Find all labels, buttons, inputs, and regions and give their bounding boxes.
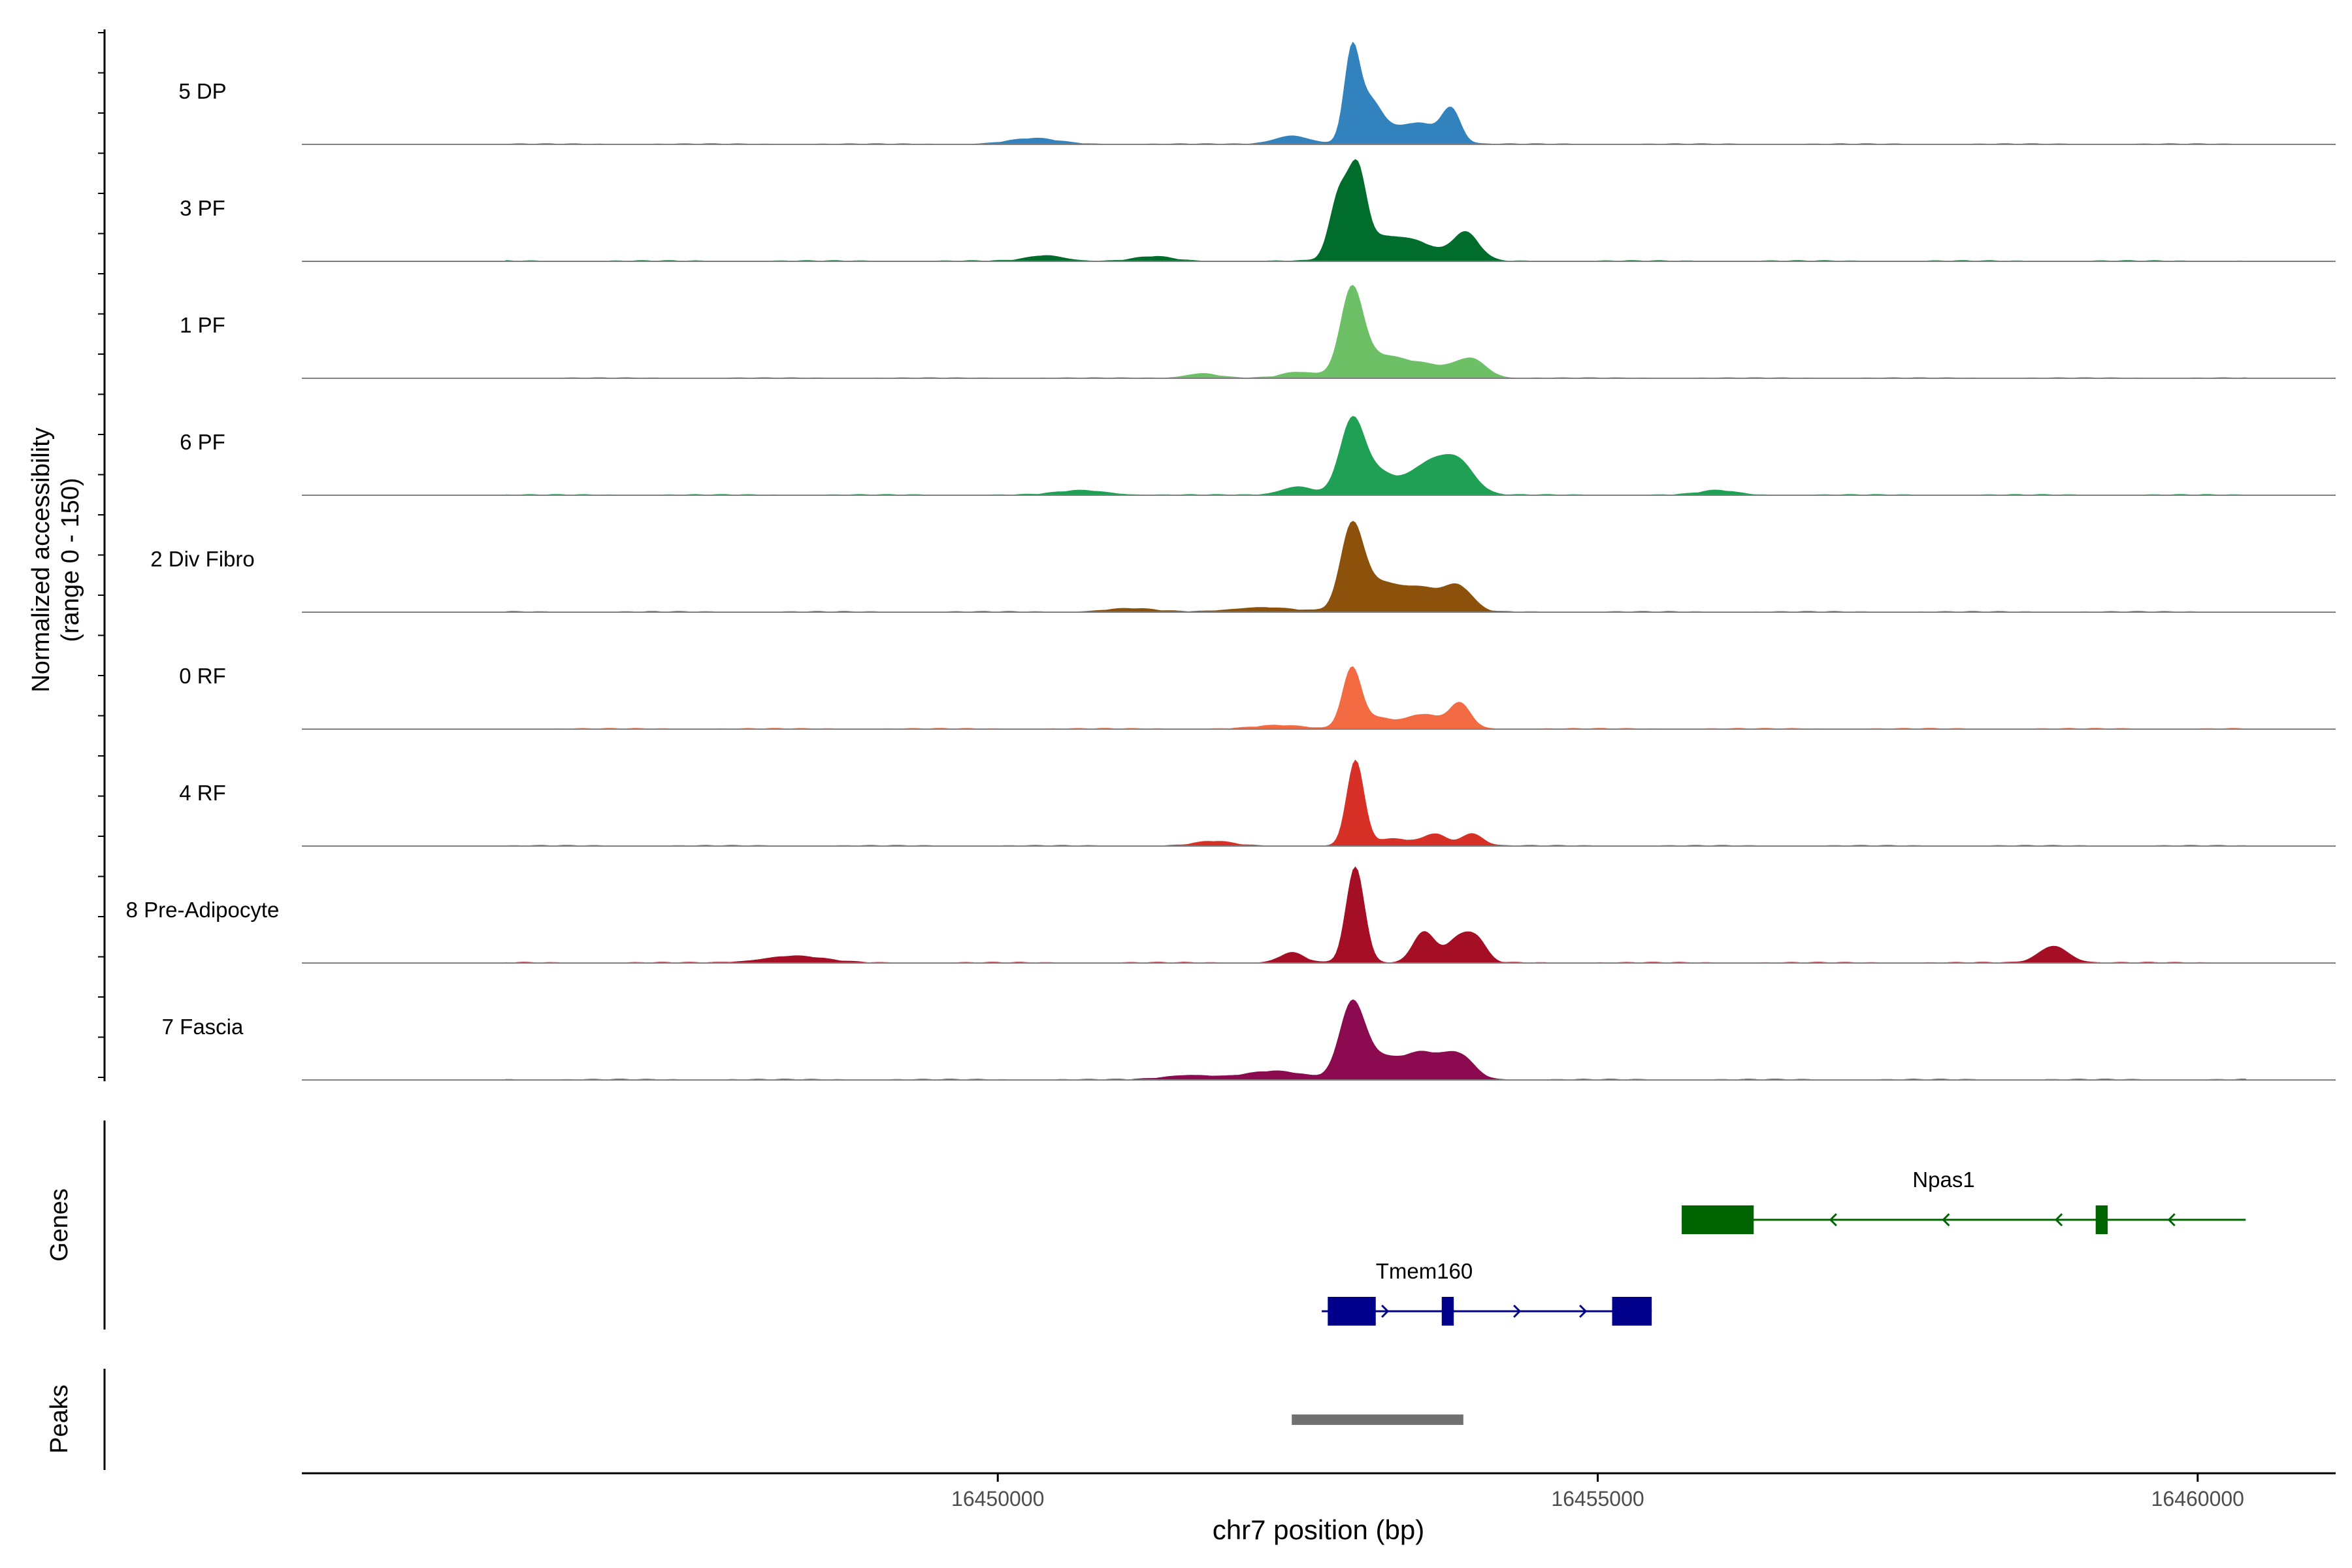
- track-label-3: 6 PF: [180, 430, 225, 454]
- coverage-area-5: [505, 666, 2246, 730]
- x-tick-label: 16450000: [951, 1487, 1044, 1511]
- track-2: 1 PF: [180, 284, 2336, 379]
- peak-regions: [1292, 1414, 1463, 1425]
- track-label-1: 3 PF: [180, 196, 225, 220]
- coverage-area-4: [505, 521, 2246, 613]
- x-axis-ticks: 16450000 16455000 16460000: [951, 1473, 2244, 1511]
- track-1: 3 PF: [180, 159, 2336, 262]
- track-label-0: 5 DP: [178, 79, 226, 103]
- track-label-4: 2 Div Fibro: [150, 547, 255, 571]
- strand-arrow: [1513, 1304, 1522, 1318]
- strand-arrow: [2054, 1213, 2063, 1227]
- gene-exon: [1612, 1297, 1652, 1326]
- coverage-area-7: [505, 866, 2246, 964]
- gene-exon: [2095, 1205, 2108, 1234]
- peaks-label: Peaks: [46, 1384, 73, 1454]
- coverage-tracks: 5 DP 3 PF 1 PF 6 PF 2 Div Fibro 0 RF 4 RF 8 Pre…: [126, 41, 2336, 1081]
- strand-arrow: [1381, 1304, 1390, 1318]
- track-3: 6 PF: [180, 416, 2336, 496]
- strand-arrow: [1447, 1304, 1456, 1318]
- track-label-6: 4 RF: [179, 781, 226, 805]
- strand-arrow: [1942, 1213, 1950, 1227]
- coverage-area-3: [505, 416, 2246, 496]
- strand-arrow: [2167, 1213, 2176, 1227]
- coverage-area-6: [505, 759, 2246, 847]
- coverage-area-2: [505, 284, 2246, 379]
- track-label-5: 0 RF: [179, 664, 226, 688]
- coverage-area-8: [505, 999, 2246, 1081]
- gene-name: Npas1: [1912, 1168, 1974, 1192]
- y-axis-label-line2: (range 0 - 150): [57, 478, 84, 642]
- coverage-y-ticks: [98, 32, 105, 1078]
- genes-label: Genes: [46, 1188, 73, 1262]
- strand-arrow: [1829, 1213, 1837, 1227]
- track-8: 7 Fascia: [162, 999, 2336, 1081]
- peak-region: [1292, 1414, 1463, 1425]
- track-label-8: 7 Fascia: [162, 1015, 244, 1039]
- gene-exon: [1328, 1297, 1376, 1326]
- gene-exon: [1441, 1297, 1454, 1326]
- track-label-2: 1 PF: [180, 313, 225, 337]
- track-7: 8 Pre-Adipocyte: [126, 866, 2336, 964]
- track-4: 2 Div Fibro: [150, 521, 2336, 613]
- track-5: 0 RF: [179, 664, 2336, 730]
- x-axis-label: chr7 position (bp): [1213, 1514, 1425, 1545]
- gene-Tmem160: Tmem160: [1322, 1259, 1652, 1326]
- coverage-area-0: [505, 41, 2246, 145]
- coverage-area-1: [505, 159, 2246, 262]
- gene-annotations: Npas1 Tmem160: [1322, 1168, 2246, 1326]
- track-0: 5 DP: [178, 41, 2336, 145]
- y-axis-label-line1: Normalized accessibility: [27, 427, 55, 692]
- x-tick-label: 16460000: [2151, 1487, 2244, 1511]
- x-tick-label: 16455000: [1551, 1487, 1644, 1511]
- track-label-7: 8 Pre-Adipocyte: [126, 898, 280, 922]
- gene-name: Tmem160: [1376, 1259, 1473, 1283]
- gene-Npas1: Npas1: [1682, 1168, 2246, 1234]
- track-6: 4 RF: [179, 759, 2336, 847]
- strand-arrow: [1579, 1304, 1588, 1318]
- gene-exon: [1682, 1205, 1754, 1234]
